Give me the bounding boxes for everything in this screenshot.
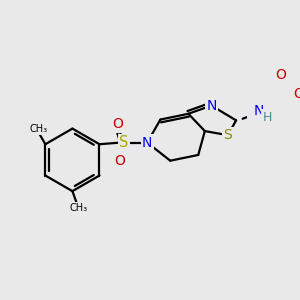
Text: S: S [224, 128, 232, 142]
Text: CH₃: CH₃ [30, 124, 48, 134]
Text: N: N [254, 103, 264, 118]
Text: O: O [275, 68, 286, 82]
Text: O: O [293, 87, 300, 101]
Text: CH₃: CH₃ [70, 202, 88, 213]
Text: N: N [142, 136, 152, 150]
Text: N: N [206, 99, 217, 112]
Text: H: H [263, 111, 272, 124]
Text: O: O [112, 118, 123, 131]
Text: S: S [119, 135, 129, 150]
Text: O: O [115, 154, 125, 168]
